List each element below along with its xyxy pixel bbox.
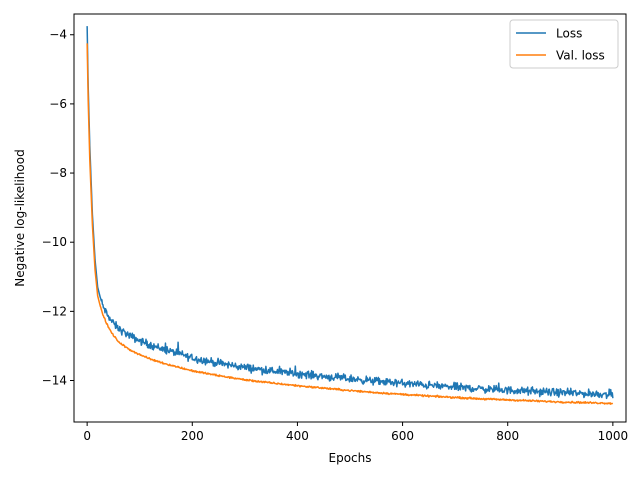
x-tick-label: 400	[286, 429, 309, 443]
x-axis-label: Epochs	[329, 451, 372, 465]
y-tick-label: −14	[42, 374, 67, 388]
x-tick-label: 800	[496, 429, 519, 443]
plot-frame	[73, 13, 627, 423]
legend-label-val-loss: Val. loss	[556, 49, 605, 63]
series-line-val-loss	[86, 43, 614, 405]
y-tick-label: −10	[42, 235, 67, 249]
legend-box	[509, 19, 619, 69]
y-axis: −14 −12 −10 −8 −6 −4	[42, 28, 74, 388]
legend-label-loss: Loss	[556, 27, 582, 41]
x-axis: 0 200 400 600 800 1000	[83, 422, 628, 443]
x-tick-label: 200	[181, 429, 204, 443]
legend: Loss Val. loss	[509, 19, 619, 69]
x-tick-label: 0	[83, 429, 91, 443]
x-tick-label: 1000	[598, 429, 629, 443]
y-tick-label: −12	[42, 304, 67, 318]
series-line-loss	[86, 26, 614, 400]
series-layer	[86, 26, 614, 405]
y-tick-label: −8	[49, 166, 67, 180]
y-tick-label: −4	[49, 28, 67, 42]
x-tick-label: 600	[391, 429, 414, 443]
y-tick-label: −6	[49, 97, 67, 111]
y-axis-label: Negative log-likelihood	[13, 149, 27, 286]
